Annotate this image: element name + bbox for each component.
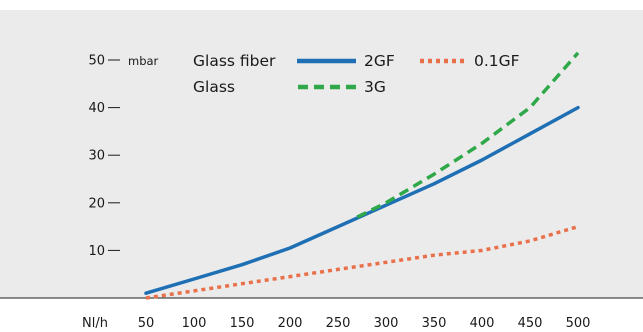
x-tick-label-350: 350 (422, 316, 447, 331)
legend-label-0.1GF: 0.1GF (474, 52, 520, 70)
x-tick-label-150: 150 (230, 316, 255, 331)
x-axis-ticks: 50 100 150 200 250 300 350 400 450 500 (138, 316, 591, 331)
y-tick-label-50: 50 (88, 54, 105, 69)
x-axis-unit-label: Nl/h (82, 316, 108, 331)
x-tick-label-500: 500 (566, 316, 591, 331)
series-line-3G (356, 51, 580, 219)
plot-background (0, 10, 643, 298)
y-tick-label-40: 40 (88, 101, 105, 116)
x-tick-label-100: 100 (182, 316, 207, 331)
series-line-0.1GF (145, 224, 579, 300)
y-tick-label-30: 30 (88, 149, 105, 164)
x-tick-label-300: 300 (374, 316, 399, 331)
y-tick-label-20: 20 (88, 196, 105, 211)
legend-label-2GF: 2GF (364, 52, 395, 70)
x-tick-label-400: 400 (470, 316, 495, 331)
x-tick-label-450: 450 (518, 316, 543, 331)
x-tick-label-50: 50 (138, 316, 155, 331)
series-layer (144, 51, 580, 300)
x-tick-label-250: 250 (326, 316, 351, 331)
legend-label-3G: 3G (364, 78, 386, 96)
legend-group-label-glass-fiber: Glass fiber (193, 52, 276, 70)
y-tick-label-10: 10 (88, 244, 105, 259)
legend-group-label-glass: Glass (193, 78, 235, 96)
legend: Glass fiber Glass 2GF 3G 0.1GF (193, 52, 520, 96)
y-axis-ticks: 10 20 30 40 50 (88, 54, 120, 259)
y-axis-unit-label: mbar (128, 54, 159, 68)
x-tick-label-200: 200 (278, 316, 303, 331)
